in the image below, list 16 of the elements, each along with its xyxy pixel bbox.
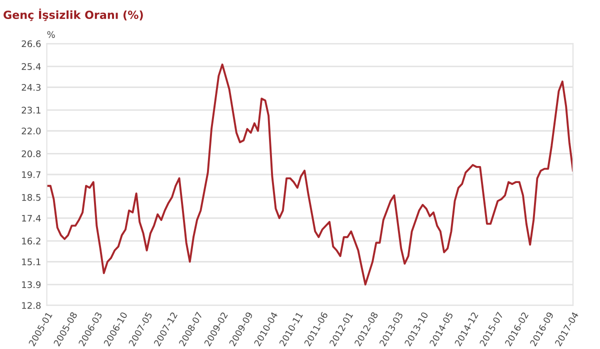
- y-tick-label: 12.8: [22, 302, 41, 309]
- y-tick-label: 23.1: [22, 106, 40, 114]
- y-tick-label: 22.0: [22, 128, 41, 134]
- y-tick-label: 18.5: [22, 194, 40, 201]
- y-tick-label: 13.9: [22, 281, 41, 288]
- chart-title: Genç İşsizlik Oranı (%): [4, 8, 143, 22]
- line-series: [46, 64, 573, 286]
- y-tick-label: 24.3: [22, 84, 41, 91]
- y-tick-label: 16.2: [22, 238, 40, 244]
- y-tick-label: 19.7: [22, 171, 40, 178]
- y-axis-title: %: [47, 31, 55, 38]
- y-tick-label: 25.4: [22, 63, 41, 70]
- y-tick-label: 26.6: [22, 40, 41, 48]
- y-tick-label: 20.8: [22, 150, 41, 158]
- y-tick-label: 17.4: [22, 214, 41, 222]
- y-tick-label: 15.1: [22, 258, 40, 266]
